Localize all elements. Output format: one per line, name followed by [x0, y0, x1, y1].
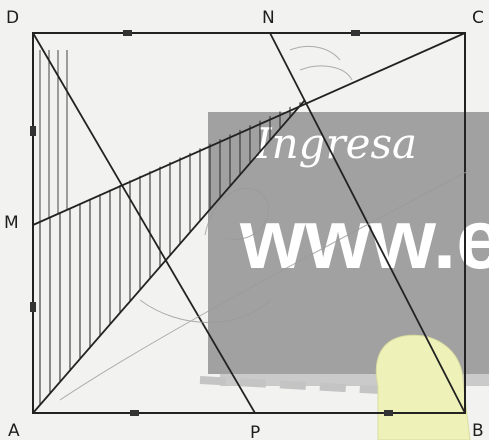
label-N: N	[262, 8, 275, 28]
watermark-dash	[199, 376, 381, 394]
segment-N-B	[269, 32, 466, 414]
tick-left-top	[30, 126, 36, 136]
segment-A-Q	[32, 99, 306, 414]
pencil-scribble	[289, 45, 353, 81]
label-A: A	[8, 421, 20, 440]
tick-bottom-left	[130, 410, 139, 416]
label-C: C	[472, 8, 484, 28]
label-D: D	[6, 8, 19, 28]
label-M: M	[4, 213, 19, 233]
tick-left-bottom	[30, 302, 36, 312]
tick-top-left	[123, 30, 132, 36]
segment-D-P	[32, 32, 256, 414]
pencil-arc-1	[139, 299, 271, 323]
segment-M-C	[32, 32, 466, 226]
label-P: P	[250, 423, 260, 440]
tick-marks	[30, 30, 393, 416]
tick-top-right	[351, 30, 360, 36]
label-B: B	[472, 421, 484, 440]
pencil-marks	[59, 45, 471, 401]
watermark-line2: www.el	[239, 192, 489, 286]
watermark-panel	[208, 112, 489, 374]
construction-lines	[32, 32, 466, 414]
pencil-line-1	[59, 169, 471, 401]
pencil-arc-2	[204, 187, 269, 240]
tick-bottom-right	[384, 410, 393, 416]
